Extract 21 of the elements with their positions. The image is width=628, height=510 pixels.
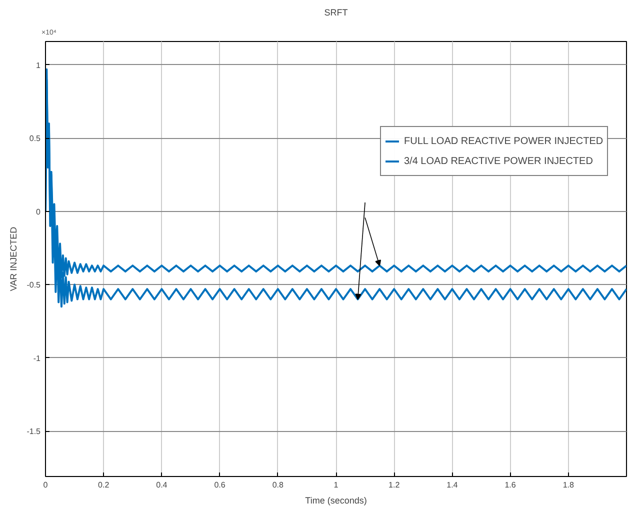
legend-label: 3/4 LOAD REACTIVE POWER INJECTED (404, 154, 593, 168)
x-tick-label: 1.6 (504, 480, 516, 490)
x-tick-label: 0.4 (156, 480, 168, 490)
y-tick-label: 0.5 (29, 134, 42, 144)
legend-label: FULL LOAD REACTIVE POWER INJECTED (404, 134, 604, 148)
y-tick-label: 0 (36, 207, 42, 216)
y-axis-title: VAR INJECTED (8, 226, 19, 292)
x-tick-label: 1.2 (388, 480, 400, 490)
y-tick-label: -1 (33, 354, 42, 363)
x-tick-label: 0.6 (214, 480, 226, 490)
x-tick-label: 1.8 (562, 480, 575, 490)
x-tick-label: 0.8 (272, 480, 284, 490)
x-tick-label: 0.2 (98, 480, 110, 490)
y-tick-label: 1 (36, 60, 42, 70)
chart-title: SRFT (324, 8, 348, 18)
x-tick-label: 0 (43, 480, 48, 490)
x-tick-label: 1 (334, 480, 339, 490)
x-tick-label: 1.4 (446, 480, 458, 490)
y-tick-label: -0.5 (26, 280, 42, 290)
x-axis-title: Time (seconds) (305, 496, 367, 506)
y-tick-label: -1.5 (26, 427, 42, 436)
